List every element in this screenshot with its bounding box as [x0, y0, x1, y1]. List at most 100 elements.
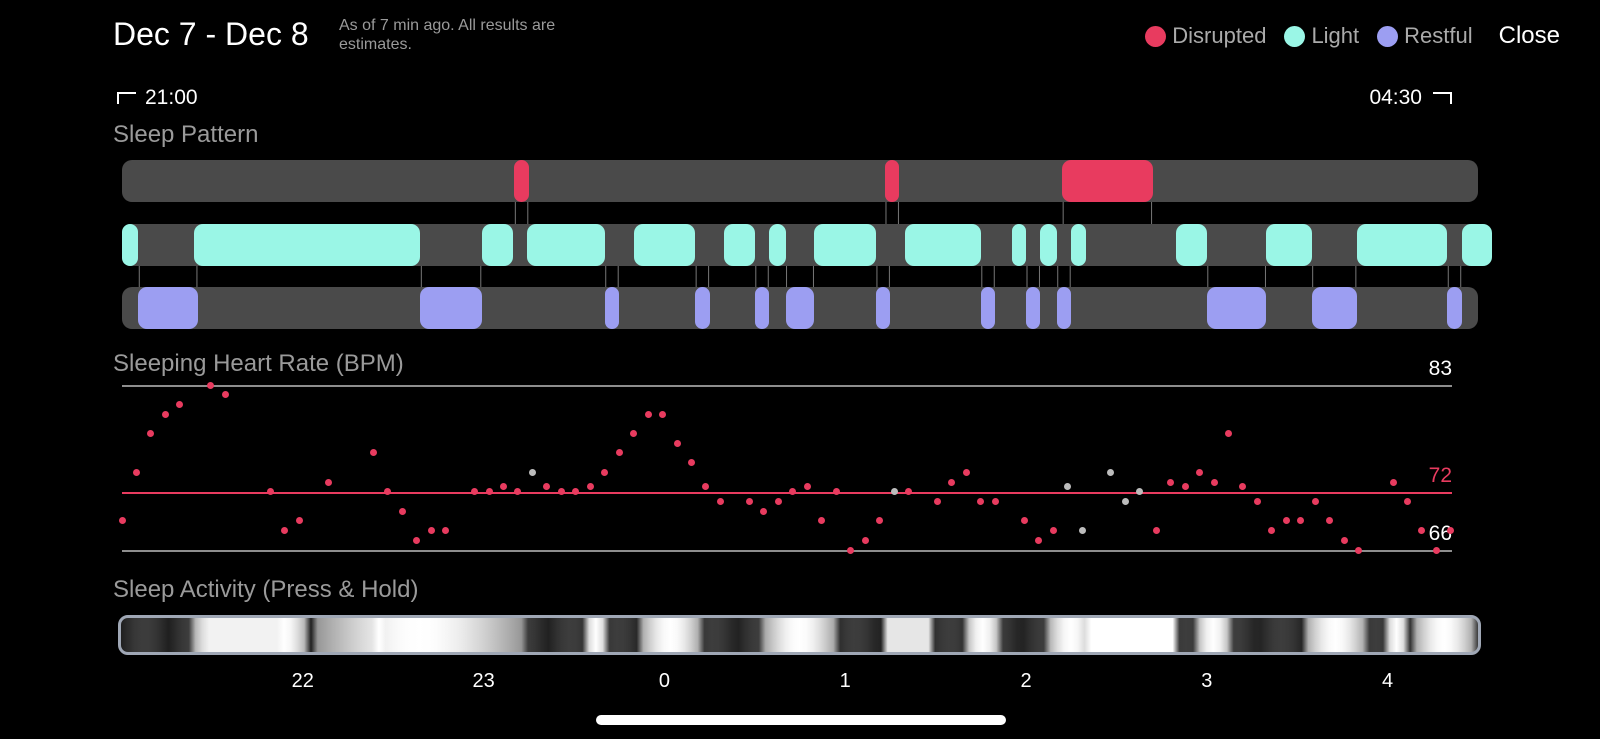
- sleep-activity-title: Sleep Activity (Press & Hold): [113, 576, 419, 603]
- heart-rate-point: [688, 459, 696, 467]
- heart-rate-point: [1432, 546, 1440, 554]
- sleep-activity-bar[interactable]: [118, 615, 1481, 655]
- heart-rate-point: [1064, 483, 1072, 491]
- disrupted-segment: [1062, 160, 1153, 202]
- heart-rate-point: [281, 527, 289, 535]
- heart-rate-point: [398, 507, 406, 515]
- heart-rate-point: [861, 536, 869, 544]
- light-segment: [122, 224, 139, 266]
- legend-item-disrupted: Disrupted: [1145, 23, 1266, 49]
- heart-rate-point: [1355, 546, 1363, 554]
- heart-rate-point: [904, 488, 912, 496]
- light-segment: [814, 224, 876, 266]
- heart-rate-point: [1326, 517, 1334, 525]
- heart-rate-title: Sleeping Heart Rate (BPM): [113, 350, 404, 377]
- time-tick-label: 2: [1020, 670, 1032, 692]
- heart-rate-point: [118, 517, 126, 525]
- heart-rate-point: [876, 517, 884, 525]
- time-tick-label: 3: [1201, 670, 1213, 692]
- heart-rate-point: [147, 430, 155, 438]
- heart-rate-point: [630, 430, 638, 438]
- range-end-label: 04:30: [1369, 86, 1422, 109]
- heart-rate-point: [644, 410, 652, 418]
- heart-rate-point: [369, 449, 377, 457]
- heart-rate-point: [499, 483, 507, 491]
- heart-rate-chart: 83 72 66: [118, 357, 1482, 580]
- heart-rate-point: [745, 497, 753, 505]
- heart-rate-point: [324, 478, 332, 486]
- heart-rate-point: [962, 468, 970, 476]
- light-segment: [1266, 224, 1312, 266]
- heart-rate-point: [977, 497, 985, 505]
- heart-rate-point: [266, 488, 274, 496]
- light-segment: [1461, 224, 1493, 266]
- heart-rate-point: [1020, 517, 1028, 525]
- home-indicator[interactable]: [596, 715, 1006, 725]
- heart-rate-point: [221, 391, 229, 399]
- heart-rate-point: [789, 488, 797, 496]
- heart-rate-point: [1311, 497, 1319, 505]
- heart-rate-point: [716, 497, 724, 505]
- heart-rate-point: [1181, 483, 1189, 491]
- light-segment: [194, 224, 421, 266]
- light-dot-icon: [1284, 25, 1306, 47]
- heart-rate-reference-line: [122, 550, 1452, 552]
- restful-segment: [1026, 287, 1041, 329]
- close-button[interactable]: Close: [1498, 22, 1560, 49]
- heart-rate-point: [1210, 478, 1218, 486]
- date-range-title: Dec 7 - Dec 8: [113, 16, 309, 52]
- light-track: [122, 224, 1493, 266]
- time-tick-label: 4: [1382, 670, 1394, 692]
- heart-rate-point: [1136, 488, 1144, 496]
- range-end: 04:30: [1369, 86, 1452, 110]
- heart-rate-point: [176, 400, 184, 408]
- heart-rate-point: [413, 536, 421, 544]
- disrupted-track: [122, 160, 1478, 202]
- heart-rate-point: [948, 478, 956, 486]
- restful-segment: [754, 287, 770, 329]
- time-tick-label: 23: [472, 670, 495, 692]
- heart-rate-point: [991, 497, 999, 505]
- legend-label: Light: [1311, 23, 1360, 48]
- restful-segment: [604, 287, 620, 329]
- heart-rate-point: [818, 517, 826, 525]
- restful-segment: [420, 287, 482, 329]
- heart-rate-point: [1152, 527, 1160, 535]
- restful-segment: [785, 287, 815, 329]
- heart-rate-point: [427, 527, 435, 535]
- heart-rate-point: [890, 488, 898, 496]
- time-tick-label: 1: [839, 670, 851, 692]
- heart-rate-point: [1049, 527, 1057, 535]
- heart-rate-point: [760, 507, 768, 515]
- heart-rate-point: [557, 488, 565, 496]
- restful-segment: [138, 287, 198, 329]
- range-start: 21:00: [117, 86, 198, 110]
- heart-rate-reference-label: 66: [1428, 522, 1452, 545]
- heart-rate-point: [1121, 497, 1129, 505]
- legend-label: Restful: [1404, 23, 1473, 48]
- light-segment: [481, 224, 513, 266]
- light-segment: [904, 224, 981, 266]
- heart-rate-point: [471, 488, 479, 496]
- light-segment: [633, 224, 696, 266]
- heart-rate-point: [1282, 517, 1290, 525]
- heart-rate-point: [1447, 527, 1455, 535]
- range-start-bracket-icon: [117, 92, 136, 105]
- heart-rate-point: [615, 449, 623, 457]
- range-end-bracket-icon: [1433, 92, 1452, 105]
- light-segment: [1356, 224, 1448, 266]
- heart-rate-reference-line: [122, 385, 1452, 387]
- restful-dot-icon: [1377, 25, 1399, 47]
- restful-segment: [1206, 287, 1267, 329]
- heart-rate-point: [485, 488, 493, 496]
- heart-rate-point: [514, 488, 522, 496]
- restful-segment: [1447, 287, 1462, 329]
- heart-rate-point: [572, 488, 580, 496]
- heart-rate-point: [1107, 468, 1115, 476]
- light-segment: [724, 224, 755, 266]
- disrupted-dot-icon: [1145, 25, 1167, 47]
- restful-segment: [695, 287, 710, 329]
- heart-rate-point: [1403, 497, 1411, 505]
- restful-track: [122, 287, 1478, 329]
